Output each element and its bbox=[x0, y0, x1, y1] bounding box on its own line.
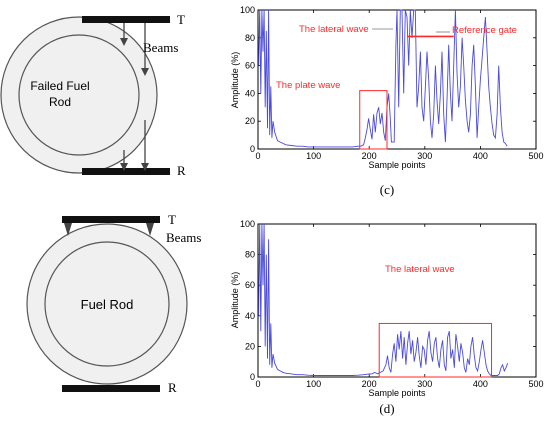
diagram-fuel-rod: Fuel Rod T Beams R bbox=[26, 212, 201, 395]
chart-c-x-tick-label: 200 bbox=[362, 151, 377, 161]
chart-c-y-tick-label: 0 bbox=[250, 144, 255, 154]
chart-d-y-tick-label: 0 bbox=[250, 372, 255, 382]
transmitter-label-bottom: T bbox=[168, 212, 176, 227]
chart-c-x-tick-label: 300 bbox=[417, 151, 432, 161]
receiver-label-bottom: R bbox=[168, 380, 177, 395]
chart-d-y-ticks: 0 20 40 60 80 100 bbox=[240, 219, 536, 382]
chart-d-lateral-wave-label: The lateral wave bbox=[385, 264, 455, 275]
chart-c-y-tick-label: 40 bbox=[245, 88, 255, 98]
failed-rod-label-line2: Rod bbox=[49, 95, 71, 109]
fuel-rod-inner-circle bbox=[44, 241, 170, 367]
failed-rod-inner-circle bbox=[18, 34, 140, 156]
chart-c-x-tick-label: 0 bbox=[255, 151, 260, 161]
chart-c-series-line bbox=[258, 9, 508, 148]
chart-c-x-ticks: 0 100 200 300 400 500 bbox=[255, 10, 544, 161]
fuel-rod-label: Fuel Rod bbox=[81, 297, 134, 312]
chart-c-y-axis-label: Amplitude (%) bbox=[230, 52, 240, 109]
transmitter-bar-top bbox=[82, 16, 170, 23]
chart-d-x-tick-label: 400 bbox=[473, 379, 488, 389]
chart-c-x-axis-label: Sample points bbox=[368, 160, 426, 170]
chart-c-lateral-wave-label: The lateral wave bbox=[299, 24, 369, 35]
chart-c: 0 20 40 60 80 100 0 100 200 300 400 500 The plate … bbox=[230, 5, 544, 197]
receiver-label-top: R bbox=[177, 163, 186, 178]
chart-c-y-tick-label: 20 bbox=[245, 116, 255, 126]
transducer-left bbox=[64, 223, 72, 236]
transmitter-label-top: T bbox=[177, 12, 185, 27]
chart-c-y-tick-label: 80 bbox=[245, 33, 255, 43]
transducer-right bbox=[146, 223, 154, 236]
chart-d-x-ticks: 0 100 200 300 400 500 bbox=[255, 224, 544, 389]
chart-c-y-tick-label: 100 bbox=[240, 5, 255, 15]
chart-c-reference-gate-label: Reference gate bbox=[452, 25, 517, 36]
chart-c-x-tick-label: 500 bbox=[528, 151, 543, 161]
chart-d-plot-frame bbox=[257, 223, 537, 378]
chart-c-plate-wave-label: The plate wave bbox=[276, 80, 340, 91]
chart-d-y-axis-label: Amplitude (%) bbox=[230, 272, 240, 329]
chart-d-y-tick-label: 60 bbox=[245, 280, 255, 290]
receiver-bar-bottom bbox=[62, 385, 160, 392]
beams-label-top: Beams bbox=[143, 40, 178, 55]
chart-c-panel-label: (c) bbox=[380, 182, 394, 197]
chart-c-x-tick-label: 400 bbox=[473, 151, 488, 161]
chart-d-x-tick-label: 300 bbox=[417, 379, 432, 389]
chart-d-x-tick-label: 200 bbox=[362, 379, 377, 389]
chart-d-lateral-wave-box bbox=[378, 322, 493, 378]
chart-d: 0 20 40 60 80 100 0 100 200 300 400 500 The latera… bbox=[230, 219, 544, 416]
chart-d-series-line bbox=[258, 223, 509, 376]
beams-label-bottom: Beams bbox=[166, 230, 201, 245]
chart-d-y-tick-label: 40 bbox=[245, 311, 255, 321]
diagram-failed-rod: Failed Fuel Rod T R Beams bbox=[0, 12, 186, 178]
chart-d-x-tick-label: 500 bbox=[528, 379, 543, 389]
chart-d-panel-label: (d) bbox=[379, 401, 394, 416]
chart-d-y-tick-label: 100 bbox=[240, 219, 255, 229]
failed-rod-label-line1: Failed Fuel bbox=[30, 79, 89, 93]
chart-c-x-tick-label: 100 bbox=[306, 151, 321, 161]
chart-c-plate-wave-box bbox=[359, 90, 388, 150]
chart-d-y-tick-label: 20 bbox=[245, 341, 255, 351]
chart-d-x-tick-label: 0 bbox=[255, 379, 260, 389]
transmitter-bar-bottom bbox=[62, 216, 160, 223]
chart-c-y-tick-label: 60 bbox=[245, 61, 255, 71]
receiver-bar-top bbox=[82, 168, 170, 175]
chart-d-x-tick-label: 100 bbox=[306, 379, 321, 389]
chart-d-x-axis-label: Sample points bbox=[368, 388, 426, 398]
chart-d-y-tick-label: 80 bbox=[245, 250, 255, 260]
